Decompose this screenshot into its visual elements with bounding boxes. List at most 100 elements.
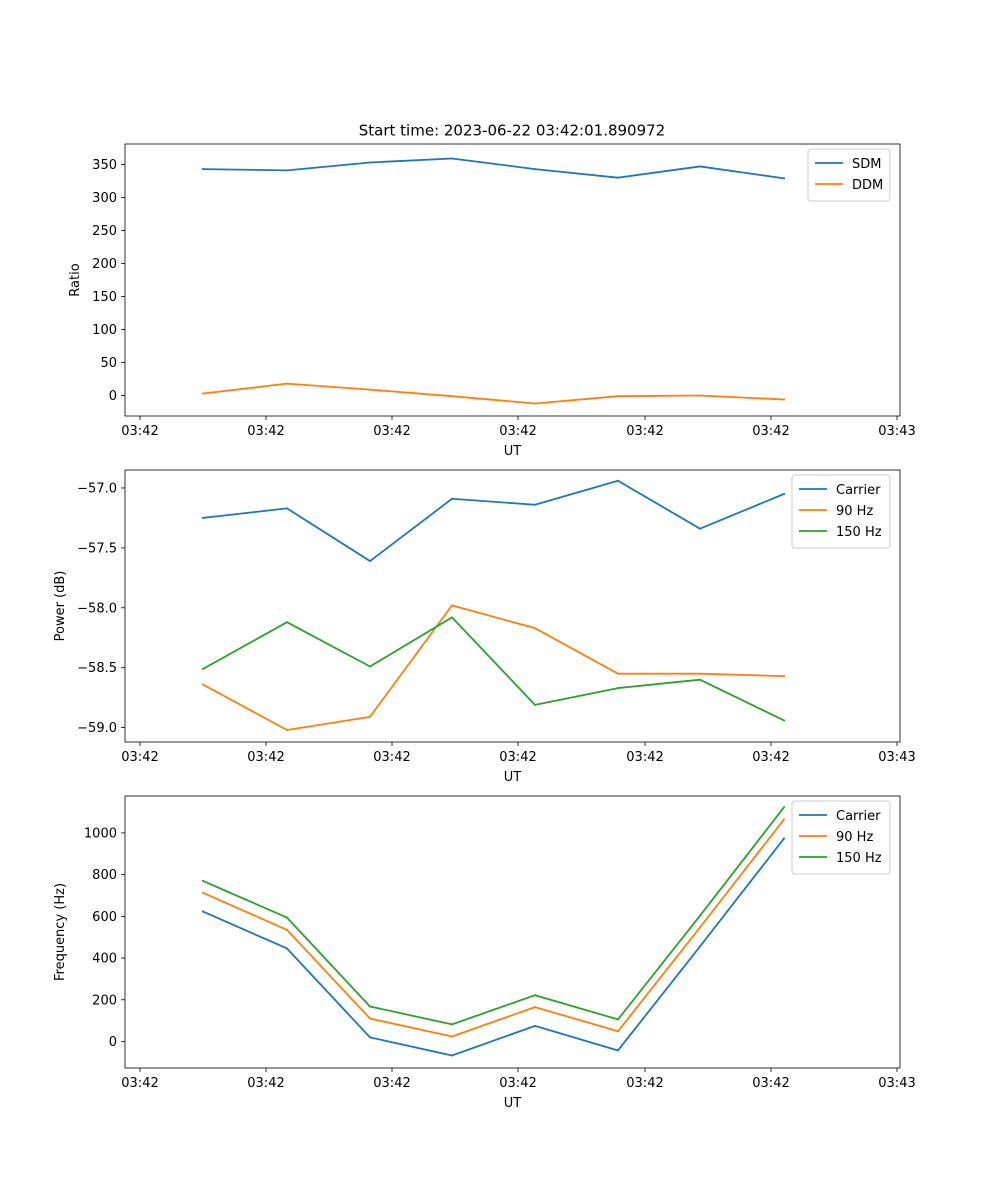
y-tick-label: 200	[92, 257, 117, 272]
panel-2: 03:42 03:42 03:42 03:42 03:42 03:42 03:43 −59.0…	[53, 469, 916, 785]
y-axis-label: Ratio	[68, 263, 83, 296]
data-point	[451, 157, 453, 160]
y-tick-label: −59.0	[77, 721, 117, 736]
series-line-150-hz	[201, 616, 786, 722]
y-tick-label: 200	[92, 993, 117, 1008]
y-tick-label: 800	[92, 868, 117, 883]
x-tick-label: 03:42	[752, 750, 789, 765]
data-point	[451, 616, 453, 619]
data-point	[783, 719, 785, 722]
data-point	[369, 665, 371, 668]
series-line-90-hz	[201, 604, 785, 731]
x-tick-label: 03:42	[499, 1076, 536, 1091]
legend: Carrier 90 Hz 150 Hz	[791, 800, 891, 875]
data-point	[534, 627, 536, 630]
legend-label: 90 Hz	[836, 830, 873, 845]
data-point	[369, 1017, 371, 1020]
x-tick-label: 03:42	[626, 750, 663, 765]
data-point	[286, 928, 288, 931]
axes-frame	[124, 795, 901, 1069]
legend-label: Carrier	[836, 483, 881, 498]
data-point	[451, 395, 453, 398]
panel-3: 03:42 03:42 03:42 03:42 03:42 03:42 03:43 0 200 4…	[53, 795, 916, 1111]
y-tick-label: 100	[92, 323, 117, 338]
y-tick-label: 250	[92, 224, 117, 239]
x-tick-label: 03:42	[247, 424, 284, 439]
data-point	[534, 168, 536, 171]
data-point	[286, 621, 288, 624]
data-point	[202, 879, 204, 882]
x-tick-label: 03:42	[752, 1076, 789, 1091]
legend-box	[791, 800, 891, 875]
y-tick-label: −57.0	[77, 481, 117, 496]
x-tick-label: 03:42	[626, 1076, 663, 1091]
data-point	[286, 947, 288, 950]
y-tick-label: −58.5	[77, 661, 117, 676]
data-point	[699, 672, 701, 675]
series-line-carrier	[201, 837, 786, 1057]
x-tick-label: 03:42	[373, 750, 410, 765]
data-point	[369, 1005, 371, 1008]
data-point	[286, 169, 288, 172]
data-point	[286, 729, 288, 732]
data-point	[617, 176, 619, 179]
data-point	[617, 479, 619, 482]
y-tick-label: 350	[92, 158, 117, 173]
axes-frame	[124, 143, 901, 417]
x-tick-label: 03:42	[752, 424, 789, 439]
x-tick-label: 03:43	[878, 1076, 915, 1091]
x-tick-label: 03:43	[878, 424, 915, 439]
legend: SDM DDM	[807, 148, 891, 202]
data-point	[699, 394, 701, 397]
data-point	[202, 667, 204, 670]
data-point	[369, 161, 371, 164]
data-point	[617, 672, 619, 675]
data-point	[699, 926, 701, 929]
data-point	[369, 1036, 371, 1039]
y-tick-label: 300	[92, 191, 117, 206]
data-point	[202, 392, 204, 395]
data-point	[534, 1024, 536, 1027]
axes-frame	[124, 469, 901, 743]
legend-label: DDM	[852, 178, 883, 193]
data-point	[783, 177, 785, 180]
series-line-carrier	[202, 479, 786, 562]
data-point	[202, 683, 204, 686]
x-tick-label: 03:42	[247, 750, 284, 765]
data-point	[286, 916, 288, 919]
y-tick-label: 0	[109, 389, 117, 404]
data-point	[534, 503, 536, 506]
legend: Carrier 90 Hz 150 Hz	[791, 474, 891, 549]
data-point	[451, 1035, 453, 1038]
y-tick-label: 50	[100, 356, 117, 371]
y-tick-label: −58.0	[77, 601, 117, 616]
data-point	[202, 910, 204, 913]
legend-box	[791, 474, 891, 549]
data-point	[617, 1018, 619, 1021]
y-tick-label: 400	[92, 952, 117, 967]
y-tick-label: 0	[109, 1035, 117, 1050]
data-point	[617, 1049, 619, 1052]
x-tick-label: 03:42	[247, 1076, 284, 1091]
data-point	[202, 516, 204, 519]
series-line-90-hz	[201, 818, 786, 1038]
x-tick-label: 03:42	[499, 424, 536, 439]
y-axis-label: Frequency (Hz)	[53, 883, 68, 981]
y-axis-label: Power (dB)	[53, 571, 68, 642]
data-point	[783, 818, 785, 821]
data-point	[783, 675, 785, 678]
data-point	[699, 945, 701, 948]
y-tick-label: −57.5	[77, 541, 117, 556]
data-point	[699, 165, 701, 168]
x-tick-label: 03:42	[499, 750, 536, 765]
data-point	[369, 560, 371, 563]
x-axis-label: UT	[504, 770, 522, 785]
data-point	[617, 395, 619, 398]
data-point	[451, 1023, 453, 1026]
x-axis-label: UT	[504, 444, 522, 459]
data-point	[783, 492, 785, 495]
data-point	[783, 398, 785, 401]
data-point	[369, 715, 371, 718]
data-point	[699, 914, 701, 917]
